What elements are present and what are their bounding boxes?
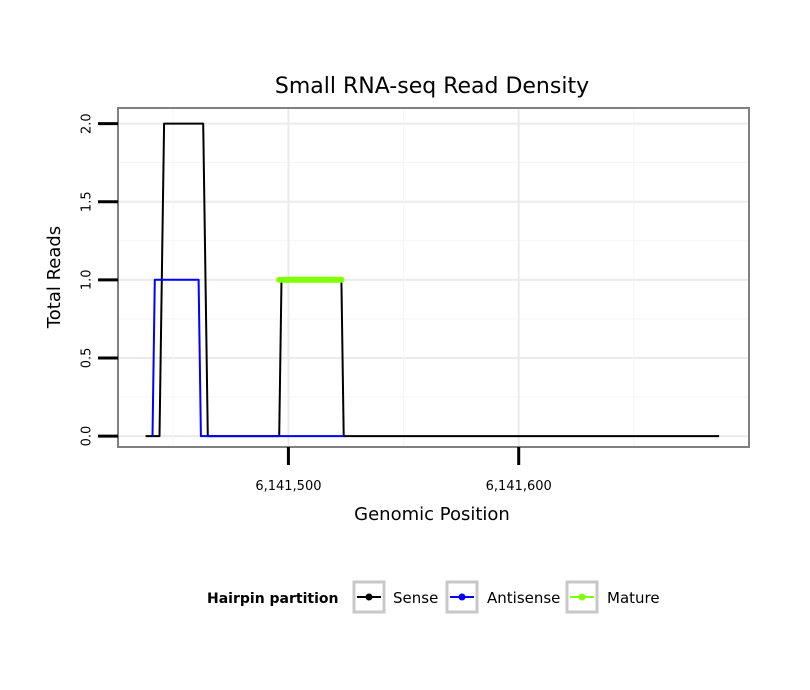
- y-tick-label: 0.5: [80, 348, 95, 369]
- y-tick-label: 1.5: [80, 191, 95, 212]
- y-tick-label: 0.0: [80, 426, 95, 447]
- legend-item-mature: Mature: [565, 580, 660, 614]
- x-axis: 6,141,500 6,141,600: [255, 447, 552, 494]
- legend-key-point: [365, 593, 373, 601]
- x-tick-label: 6,141,600: [486, 479, 552, 494]
- legend-items: Sense Antisense Mature: [352, 580, 660, 614]
- series-layer: [145, 122, 720, 438]
- x-axis-title: Genomic Position: [354, 504, 510, 525]
- legend-label: Mature: [607, 589, 660, 607]
- series-line-antisense: [151, 278, 344, 438]
- legend-item-antisense: Antisense: [445, 580, 560, 614]
- legend: Hairpin partition Sense Antisense Mature: [207, 580, 660, 614]
- legend-label: Antisense: [487, 589, 560, 607]
- gridlines: [118, 108, 750, 447]
- legend-label: Sense: [393, 589, 438, 607]
- chart-title: Small RNA-seq Read Density: [275, 74, 589, 99]
- legend-title: Hairpin partition: [207, 591, 338, 607]
- legend-item-sense: Sense: [352, 580, 438, 614]
- legend-key-point: [578, 593, 586, 601]
- y-axis: 0.0 0.5 1.0 1.5 2.0: [80, 113, 118, 447]
- panel-background: [118, 108, 749, 447]
- x-tick-label: 6,141,500: [255, 479, 321, 494]
- panel-border: [117, 107, 750, 448]
- y-tick-label: 1.0: [80, 269, 95, 290]
- plot-area: [117, 107, 750, 448]
- y-tick-label: 2.0: [80, 113, 95, 134]
- legend-key-point: [458, 593, 466, 601]
- y-axis-title: Total Reads: [44, 226, 65, 329]
